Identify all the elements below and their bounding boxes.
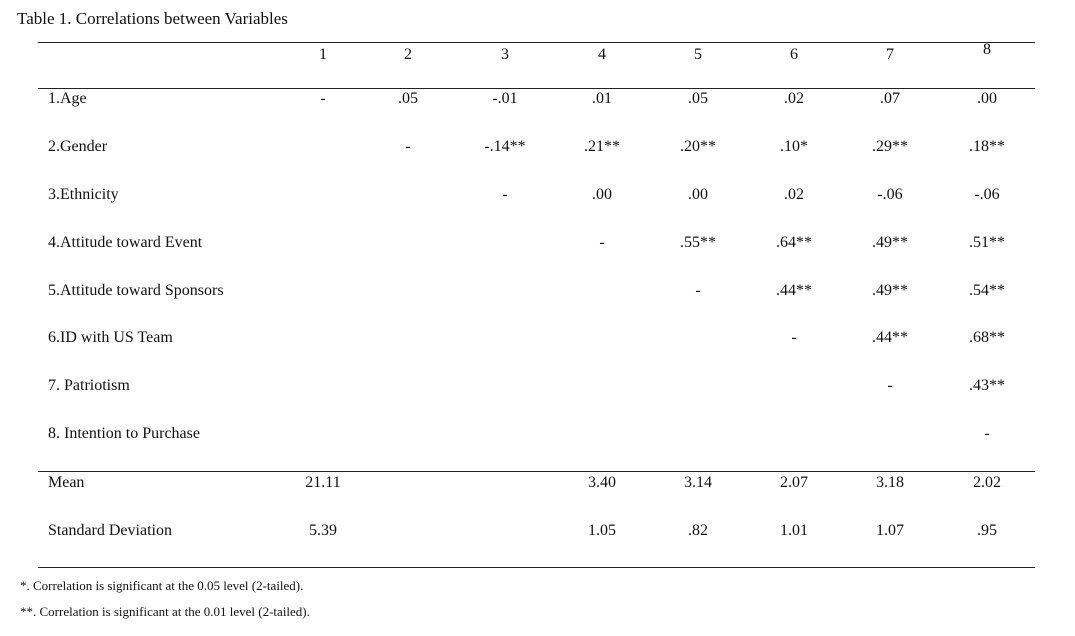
table-cell: -.06 bbox=[974, 186, 1000, 203]
table-cell: .29** bbox=[872, 138, 908, 155]
table-cell: .21** bbox=[584, 138, 620, 155]
column-header-3: 3 bbox=[501, 46, 509, 63]
header-rule bbox=[38, 88, 1035, 89]
summary-cell: 3.14 bbox=[684, 474, 712, 491]
table-cell: -.06 bbox=[877, 186, 903, 203]
table-cell: .07 bbox=[880, 90, 900, 107]
table-cell: - bbox=[502, 186, 508, 203]
summary-label: Standard Deviation bbox=[48, 522, 172, 539]
table-cell: .49** bbox=[872, 282, 908, 299]
summary-cell: 2.02 bbox=[973, 474, 1001, 491]
summary-cell: .95 bbox=[977, 522, 997, 539]
summary-cell: .82 bbox=[688, 522, 708, 539]
summary-cell: 5.39 bbox=[309, 522, 337, 539]
table-title: Table 1. Correlations between Variables bbox=[17, 9, 288, 28]
table-cell: .43** bbox=[969, 377, 1005, 394]
column-header-7: 7 bbox=[886, 46, 894, 63]
column-header-8: 8 bbox=[983, 41, 991, 58]
table-cell: - bbox=[887, 377, 893, 394]
table-cell: .18** bbox=[969, 138, 1005, 155]
top-rule bbox=[38, 42, 1035, 43]
table-cell: - bbox=[791, 329, 797, 346]
summary-cell: 1.01 bbox=[780, 522, 808, 539]
table-cell: .00 bbox=[688, 186, 708, 203]
row-label: 1.Age bbox=[48, 90, 87, 107]
table-cell: .44** bbox=[872, 329, 908, 346]
summary-rule bbox=[38, 471, 1035, 472]
column-header-5: 5 bbox=[694, 46, 702, 63]
footnote-01: **. Correlation is significant at the 0.… bbox=[20, 604, 310, 619]
column-header-2: 2 bbox=[404, 46, 412, 63]
column-header-4: 4 bbox=[598, 46, 606, 63]
column-header-6: 6 bbox=[790, 46, 798, 63]
table-cell: .49** bbox=[872, 234, 908, 251]
row-label: 5.Attitude toward Sponsors bbox=[48, 282, 224, 299]
table-cell: .68** bbox=[969, 329, 1005, 346]
footnote-05: *. Correlation is significant at the 0.0… bbox=[20, 578, 304, 593]
table-cell: .10* bbox=[780, 138, 808, 155]
table-cell: .02 bbox=[784, 186, 804, 203]
row-label: 6.ID with US Team bbox=[48, 329, 173, 346]
table-cell: .00 bbox=[592, 186, 612, 203]
summary-label: Mean bbox=[48, 474, 85, 491]
summary-cell: 3.40 bbox=[588, 474, 616, 491]
summary-cell: 1.07 bbox=[876, 522, 904, 539]
table-cell: .64** bbox=[776, 234, 812, 251]
table-cell: .44** bbox=[776, 282, 812, 299]
table-cell: - bbox=[984, 425, 990, 442]
table-cell: .54** bbox=[969, 282, 1005, 299]
table-cell: - bbox=[320, 90, 326, 107]
row-label: 3.Ethnicity bbox=[48, 186, 119, 203]
table-cell: .01 bbox=[592, 90, 612, 107]
row-label: 4.Attitude toward Event bbox=[48, 234, 203, 251]
table-cell: .55** bbox=[680, 234, 716, 251]
row-label: 2.Gender bbox=[48, 138, 108, 155]
summary-cell: 2.07 bbox=[780, 474, 808, 491]
table-cell: .05 bbox=[398, 90, 418, 107]
table-cell: .51** bbox=[969, 234, 1005, 251]
table-cell: - bbox=[405, 138, 411, 155]
table-cell: - bbox=[695, 282, 701, 299]
summary-cell: 1.05 bbox=[588, 522, 616, 539]
table-cell: .05 bbox=[688, 90, 708, 107]
table-cell: .20** bbox=[680, 138, 716, 155]
column-header-1: 1 bbox=[319, 46, 327, 63]
row-label: 7. Patriotism bbox=[48, 377, 130, 394]
row-label: 8. Intention to Purchase bbox=[48, 425, 200, 442]
table-cell: - bbox=[599, 234, 605, 251]
summary-cell: 3.18 bbox=[876, 474, 904, 491]
table-cell: .00 bbox=[977, 90, 997, 107]
table-cell: .02 bbox=[784, 90, 804, 107]
table-cell: -.14** bbox=[484, 138, 526, 155]
table-cell: -.01 bbox=[492, 90, 518, 107]
bottom-rule bbox=[38, 567, 1035, 568]
summary-cell: 21.11 bbox=[305, 474, 341, 491]
